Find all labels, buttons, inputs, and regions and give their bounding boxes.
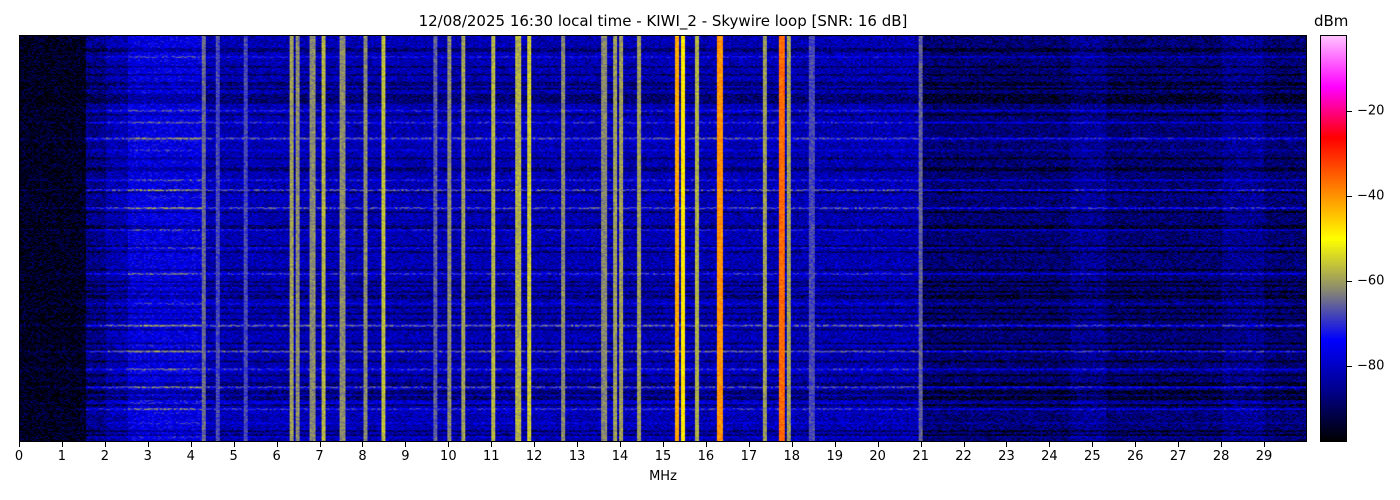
x-tick-label: 9 (401, 449, 410, 464)
x-tick-mark (1264, 442, 1266, 447)
x-tick-label: 3 (143, 449, 152, 464)
x-tick-label: 11 (482, 449, 500, 464)
x-tick-mark (663, 442, 664, 447)
colorbar-tick-mark (1347, 365, 1352, 367)
x-tick-label: 10 (440, 449, 457, 464)
x-tick-mark (1006, 442, 1008, 447)
x-tick-label: 1 (57, 449, 67, 464)
x-tick-mark (577, 442, 579, 447)
x-tick-mark (405, 442, 407, 447)
x-tick-label: 17 (740, 449, 758, 464)
x-tick-label: 18 (783, 449, 801, 464)
x-tick-label: 5 (229, 449, 238, 464)
x-tick-label: 24 (1041, 449, 1058, 464)
x-tick-label: 29 (1255, 449, 1273, 464)
x-tick-mark (920, 442, 922, 447)
x-tick-mark (61, 442, 63, 447)
x-tick-label: 6 (272, 449, 281, 464)
x-tick-label: 8 (358, 449, 367, 464)
colorbar-tick-mark (1347, 111, 1352, 113)
x-tick-label: 12 (525, 449, 543, 464)
x-tick-label: 23 (998, 449, 1015, 464)
x-tick-mark (877, 442, 879, 447)
x-tick-mark (233, 442, 235, 447)
x-tick-label: 20 (869, 449, 886, 464)
colorbar-label: dBm (1314, 12, 1349, 30)
x-tick-label: 2 (100, 449, 109, 464)
colorbar (1320, 35, 1347, 442)
x-tick-label: 25 (1084, 449, 1101, 464)
colorbar-tick-mark (1347, 280, 1352, 282)
x-tick-mark (147, 442, 149, 447)
chart-title: 12/08/2025 16:30 local time - KIWI_2 - S… (418, 12, 908, 30)
x-tick-mark (190, 442, 192, 447)
x-tick-mark (362, 442, 364, 447)
x-tick-mark (1221, 442, 1223, 447)
colorbar-tick-label: −20 (1357, 103, 1385, 119)
colorbar-tick-mark (1347, 196, 1352, 198)
x-tick-mark (1135, 442, 1137, 447)
waterfall-heatmap (19, 35, 1307, 442)
x-tick-mark (276, 442, 278, 447)
x-tick-mark (834, 442, 836, 447)
x-axis-label: MHz (649, 469, 677, 484)
x-tick-label: 28 (1212, 449, 1230, 464)
x-tick-mark (1092, 442, 1094, 447)
x-tick-mark (620, 442, 622, 447)
colorbar-tick-label: −40 (1357, 188, 1385, 204)
x-tick-mark (448, 442, 450, 447)
x-tick-label: 7 (315, 449, 324, 464)
x-tick-mark (1178, 442, 1180, 447)
x-tick-label: 16 (697, 449, 715, 464)
x-tick-label: 21 (912, 449, 929, 464)
x-tick-mark (491, 442, 493, 447)
x-tick-label: 0 (14, 449, 24, 464)
x-tick-label: 13 (568, 449, 586, 464)
x-tick-mark (705, 442, 707, 447)
x-tick-mark (104, 442, 106, 447)
x-tick-label: 22 (955, 449, 972, 464)
x-tick-mark (1049, 442, 1051, 447)
x-tick-label: 26 (1126, 449, 1144, 464)
x-tick-mark (963, 442, 965, 447)
x-tick-label: 27 (1169, 449, 1187, 464)
x-tick-mark (791, 442, 793, 447)
colorbar-tick-label: −60 (1357, 273, 1385, 289)
x-tick-mark (19, 442, 20, 447)
x-tick-label: 14 (611, 449, 629, 464)
x-tick-label: 4 (186, 449, 195, 464)
x-tick-mark (748, 442, 750, 447)
x-tick-mark (534, 442, 536, 447)
colorbar-tick-label: −80 (1357, 358, 1385, 374)
x-tick-label: 19 (826, 449, 843, 464)
x-tick-label: 15 (654, 449, 672, 464)
x-tick-mark (319, 442, 321, 447)
